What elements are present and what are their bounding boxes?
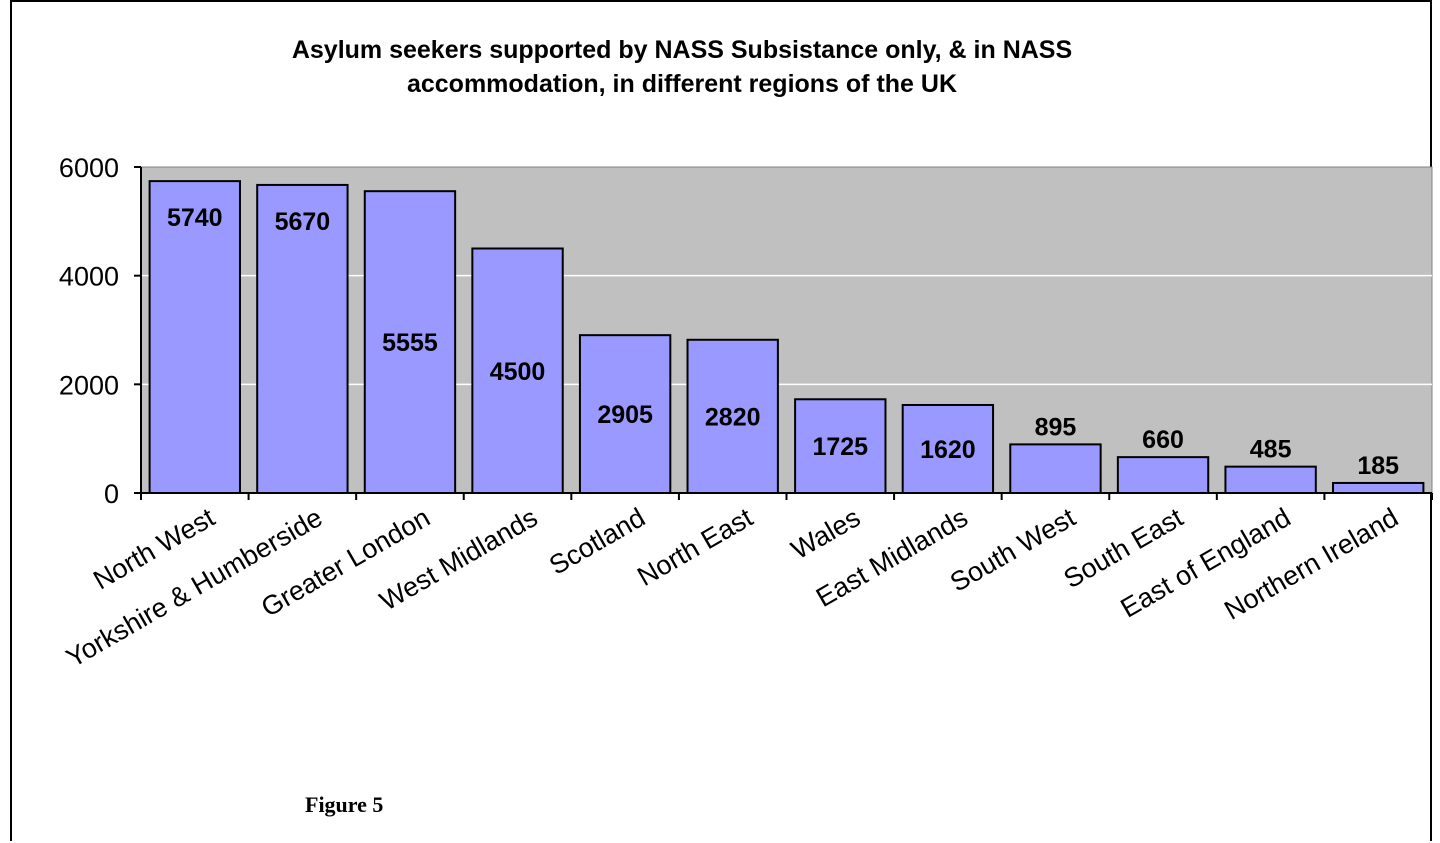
data-label: 1620 <box>920 436 976 464</box>
data-label: 2905 <box>597 401 653 429</box>
y-tick-label: 0 <box>104 479 119 509</box>
data-label: 660 <box>1142 426 1184 454</box>
bars <box>148 180 1425 495</box>
plot-area <box>140 166 1433 494</box>
data-label: 1725 <box>812 433 868 461</box>
data-label: 4500 <box>490 358 546 386</box>
data-label: 485 <box>1250 436 1292 464</box>
y-axis-ticks: 0 2000 4000 6000 <box>59 153 141 509</box>
bar <box>471 247 564 494</box>
gridlines <box>141 274 1432 386</box>
bar <box>148 180 241 494</box>
bar <box>1116 456 1210 495</box>
data-label: 2820 <box>705 403 761 431</box>
data-label: 5555 <box>382 329 438 357</box>
data-label: 895 <box>1035 413 1077 441</box>
chart-title-line: Asylum seekers supported by NASS Subsist… <box>292 36 1072 64</box>
y-tick-label: 2000 <box>59 370 119 400</box>
chart-title: Asylum seekers supported by NASS Subsist… <box>292 36 1072 98</box>
data-labels: 5740 5670 5555 4500 2905 2820 1725 1620 895 660 48… <box>167 204 1399 480</box>
bar <box>578 334 672 494</box>
data-label: 5670 <box>275 208 331 236</box>
x-category-label: North East <box>632 502 758 592</box>
bar <box>363 190 457 494</box>
y-tick-label: 6000 <box>59 153 119 183</box>
bar <box>686 338 779 494</box>
data-label: 5740 <box>167 204 223 232</box>
x-category-label: Wales <box>786 502 865 565</box>
data-label: 185 <box>1357 452 1399 480</box>
y-tick-label: 4000 <box>59 262 119 292</box>
figure-frame: Asylum seekers supported by NASS Subsist… <box>10 0 1433 841</box>
bar <box>1009 443 1102 495</box>
bar <box>1332 481 1425 494</box>
figure-caption: Figure 5 <box>305 792 384 817</box>
bar <box>256 183 349 494</box>
axes <box>140 167 1433 500</box>
bar <box>1224 465 1317 495</box>
chart-title-line: accommodation, in different regions of t… <box>407 70 957 98</box>
bar-chart: Asylum seekers supported by NASS Subsist… <box>59 36 1433 673</box>
